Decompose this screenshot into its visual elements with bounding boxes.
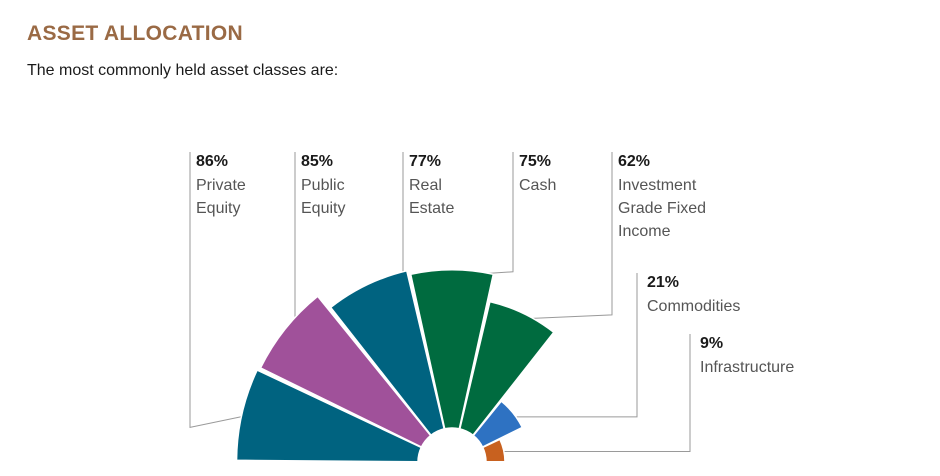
labels: 86% Private Equity 85% Public Equity 77% Real Es… xyxy=(196,153,794,376)
category-label-real-estate: Real xyxy=(409,177,442,194)
wedge-private-equity xyxy=(235,369,423,463)
category-label-public-equity: Public xyxy=(301,177,345,194)
leader-commodities xyxy=(508,273,638,418)
category-label-investment-grade-fixed-income: Investment xyxy=(618,177,697,194)
value-label-investment-grade-fixed-income: 62% xyxy=(618,153,650,170)
wedge-investment-grade-fixed-income xyxy=(458,300,555,437)
value-label-infrastructure: 9% xyxy=(700,335,723,352)
leader-infrastructure xyxy=(497,334,691,453)
leader-cash xyxy=(451,152,514,277)
category-label-private-equity: Private xyxy=(196,177,246,194)
wedge-cash xyxy=(409,269,495,430)
category-label-investment-grade-fixed-income: Grade Fixed xyxy=(618,200,706,217)
value-label-real-estate: 77% xyxy=(409,153,441,170)
category-label-private-equity: Equity xyxy=(196,200,240,217)
leader-real-estate xyxy=(369,152,404,291)
chart-title: ASSET ALLOCATION xyxy=(27,22,243,45)
wedges xyxy=(235,269,555,463)
wedge-real-estate xyxy=(329,269,446,437)
wedge-infrastructure xyxy=(481,438,506,463)
chart-subtitle: The most commonly held asset classes are… xyxy=(27,62,339,79)
category-label-public-equity: Equity xyxy=(301,200,345,217)
wedge-commodities xyxy=(472,400,524,449)
category-label-infrastructure: Infrastructure xyxy=(700,359,794,376)
value-label-commodities: 21% xyxy=(647,274,679,291)
value-label-private-equity: 86% xyxy=(196,153,228,170)
value-label-public-equity: 85% xyxy=(301,153,333,170)
value-label-cash: 75% xyxy=(519,153,551,170)
wedge-public-equity xyxy=(259,295,432,449)
center-hub xyxy=(420,430,484,476)
category-label-cash: Cash xyxy=(519,177,556,194)
leader-investment-grade-fixed-income xyxy=(520,152,613,320)
category-label-investment-grade-fixed-income: Income xyxy=(618,223,671,240)
leader-public-equity xyxy=(289,152,296,334)
category-label-commodities: Commodities xyxy=(647,298,740,315)
leader-private-equity xyxy=(189,152,248,429)
category-label-real-estate: Estate xyxy=(409,200,454,217)
